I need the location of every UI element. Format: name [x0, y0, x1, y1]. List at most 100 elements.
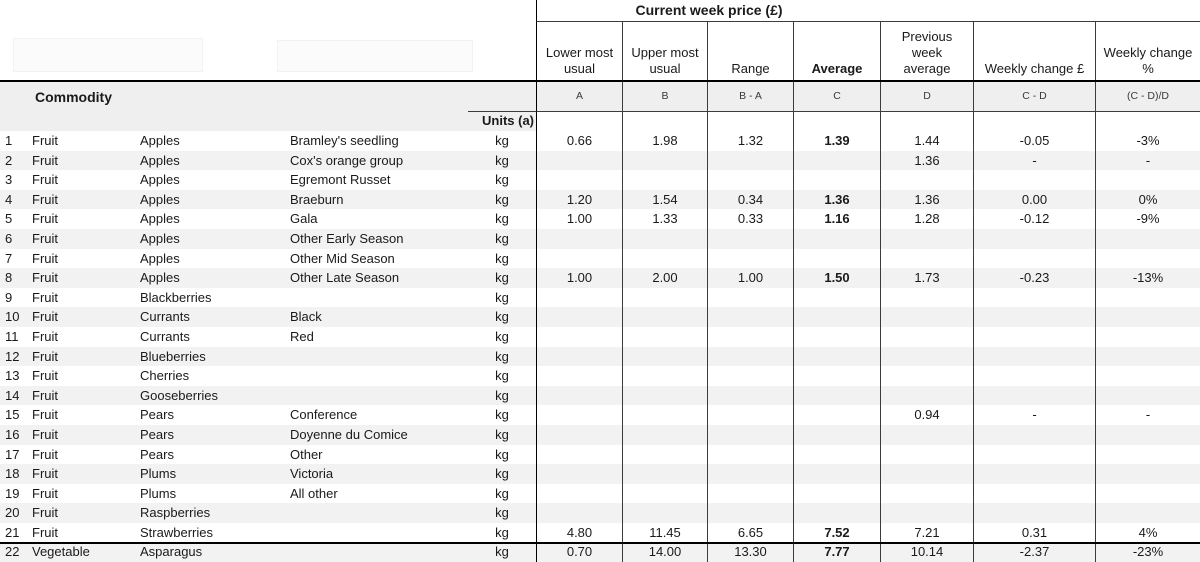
- cell-units: kg: [495, 328, 509, 344]
- formula-b: B: [622, 82, 707, 112]
- cell-category: Fruit: [32, 328, 58, 344]
- cell-range: [707, 385, 793, 406]
- cell-units: kg: [495, 309, 509, 325]
- units-prev-spacer: [880, 112, 973, 131]
- cell-average: [793, 405, 880, 425]
- cell-lower-most-usual: 1.00: [536, 268, 622, 288]
- cell-variety: Cox's orange group: [290, 152, 404, 168]
- cell-previous-week-average: [880, 424, 973, 445]
- cell-previous-week-average: [880, 228, 973, 249]
- cell-average: 1.50: [793, 268, 880, 288]
- units-variety-spacer: [288, 112, 468, 131]
- cell-category: Fruit: [32, 426, 58, 442]
- cell-units: kg: [495, 152, 509, 168]
- cell-weekly-change-gbp: [973, 464, 1095, 484]
- cell-row-number: 10: [5, 309, 20, 325]
- cell-row-number: 13: [5, 368, 20, 384]
- cell-weekly-change-gbp: [973, 483, 1095, 504]
- cell-type: Currants: [140, 309, 190, 325]
- cell-type: Gooseberries: [140, 387, 219, 403]
- cell-upper-most-usual: [622, 150, 707, 171]
- cell-weekly-change-pct: 0%: [1095, 189, 1200, 210]
- cell-row-number: 19: [5, 485, 20, 501]
- units-type-spacer: [138, 112, 288, 131]
- cell-upper-most-usual: [622, 287, 707, 308]
- cell-previous-week-average: 1.36: [880, 150, 973, 171]
- cell-range: 1.00: [707, 268, 793, 288]
- units-row: Units (a): [0, 112, 1200, 131]
- cell-weekly-change-gbp: -: [973, 405, 1095, 425]
- cell-units: kg: [495, 211, 509, 227]
- cell-weekly-change-gbp: 0.00: [973, 189, 1095, 210]
- table-row: 11 Fruit Currants Red kg: [0, 326, 1200, 347]
- cell-category: Fruit: [32, 191, 58, 207]
- table-row: 13 Fruit Cherries kg: [0, 366, 1200, 386]
- cell-row-number: 2: [5, 152, 13, 168]
- cell-range: [707, 346, 793, 367]
- table-row: 8 Fruit Apples Other Late Season kg 1.00…: [0, 268, 1200, 288]
- cell-variety: [288, 366, 468, 386]
- units-average-spacer: [793, 112, 880, 131]
- cell-category: Fruit: [32, 387, 58, 403]
- cell-row-number: 20: [5, 505, 20, 521]
- group-header-spacer: [0, 0, 536, 22]
- cell-variety: Doyenne du Comice: [290, 426, 408, 442]
- cell-average: [793, 483, 880, 504]
- cell-range: [707, 464, 793, 484]
- cell-previous-week-average: 7.21: [880, 522, 973, 543]
- units-header: Units (a): [468, 112, 536, 131]
- table-row: 6 Fruit Apples Other Early Season kg: [0, 228, 1200, 249]
- cell-range: 0.34: [707, 189, 793, 210]
- cell-weekly-change-pct: -23%: [1095, 544, 1200, 562]
- cell-weekly-change-pct: -: [1095, 405, 1200, 425]
- cell-previous-week-average: [880, 248, 973, 269]
- units-upper-spacer: [622, 112, 707, 131]
- table-row: 20 Fruit Raspberries kg: [0, 503, 1200, 523]
- cell-row-number: 7: [5, 250, 13, 266]
- cell-type: Apples: [140, 152, 180, 168]
- cell-row-number: 15: [5, 407, 20, 423]
- cell-row-number: 12: [5, 348, 20, 364]
- header-lower-most-usual: Lower most usual: [536, 22, 622, 80]
- cell-variety: Victoria: [290, 466, 334, 482]
- cell-category: Fruit: [32, 446, 58, 462]
- cell-units: kg: [495, 505, 509, 521]
- cell-units: kg: [495, 485, 509, 501]
- group-header-row: Current week price (£): [0, 0, 1200, 22]
- cell-weekly-change-pct: [1095, 228, 1200, 249]
- cell-lower-most-usual: 1.00: [536, 209, 622, 229]
- cell-variety: [288, 288, 468, 308]
- units-lower-spacer: [536, 112, 622, 131]
- cell-average: [793, 385, 880, 406]
- cell-category: Fruit: [32, 270, 58, 286]
- cell-range: [707, 150, 793, 171]
- cell-lower-most-usual: 0.70: [536, 544, 622, 562]
- cell-lower-most-usual: [536, 287, 622, 308]
- cell-type: Plums: [140, 485, 177, 501]
- cell-category: Fruit: [32, 211, 58, 227]
- cell-lower-most-usual: [536, 424, 622, 445]
- table-row: 7 Fruit Apples Other Mid Season kg: [0, 248, 1200, 269]
- cell-units: kg: [495, 407, 509, 423]
- cell-variety: [288, 386, 468, 406]
- cell-average: [793, 228, 880, 249]
- cell-category: Fruit: [32, 133, 58, 148]
- cell-lower-most-usual: 1.20: [536, 189, 622, 210]
- cell-units: kg: [495, 387, 509, 403]
- cell-range: [707, 503, 793, 523]
- header-previous-week-average: Previous week average: [880, 22, 973, 80]
- units-num-spacer: [0, 112, 30, 131]
- redacted-box: [277, 40, 473, 72]
- cell-type: Blueberries: [140, 348, 206, 364]
- cell-units: kg: [495, 426, 509, 442]
- cell-category: Fruit: [32, 309, 58, 325]
- cell-previous-week-average: [880, 444, 973, 465]
- cell-units: kg: [495, 191, 509, 207]
- cell-weekly-change-pct: -: [1095, 150, 1200, 171]
- cell-upper-most-usual: [622, 170, 707, 190]
- cell-units: kg: [495, 466, 509, 482]
- cell-type: Apples: [140, 191, 180, 207]
- cell-average: [793, 464, 880, 484]
- cell-range: [707, 483, 793, 504]
- formula-num-spacer: [0, 82, 30, 112]
